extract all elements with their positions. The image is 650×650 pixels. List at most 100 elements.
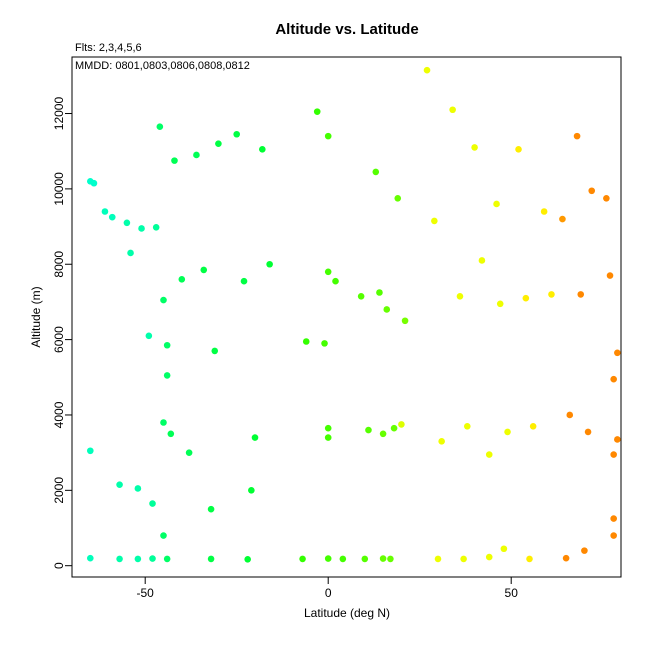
data-point [244,555,251,563]
data-point [394,195,402,202]
x-tick-label: -50 [137,586,155,600]
data-point [559,215,566,223]
data-point [423,66,431,74]
y-tick-label: 2000 [52,477,66,504]
data-point [134,485,142,492]
data-point [390,424,398,432]
y-axis: 0 2000 4000 6000 8000 10000 12000 [52,97,73,569]
data-point [248,487,255,494]
data-point [149,555,156,562]
data-point [163,341,171,349]
data-point [200,266,208,274]
data-point [434,555,442,563]
data-point [160,296,167,304]
data-point [138,225,145,232]
data-point [471,144,478,151]
data-point [566,411,574,419]
data-point [259,146,266,153]
data-point [193,151,200,159]
data-point [90,179,98,187]
data-point [357,292,365,300]
data-point [438,438,445,445]
data-point [302,338,310,345]
data-point [581,547,588,554]
y-tick-label: 0 [52,562,66,569]
data-point [496,300,504,308]
data-point [101,208,109,215]
data-points [87,66,621,563]
y-tick-label: 12000 [52,97,66,131]
y-tick-label: 8000 [52,251,66,278]
data-point [577,291,585,298]
data-point [134,555,142,563]
data-point [324,555,332,562]
chart-annotation: MMDD: 0801,0803,0806,0808,0812 [75,60,250,72]
data-point [324,268,332,276]
data-point [500,545,508,553]
data-point [324,434,332,441]
data-point [339,555,347,563]
data-point [401,317,409,325]
data-point [163,372,171,379]
data-point [266,260,273,268]
data-point [610,515,617,522]
plot-frame [71,56,622,578]
chart-title: Altitude vs. Latitude [275,21,418,38]
data-point [588,187,596,195]
x-tick-label: 50 [505,586,519,600]
data-point [313,108,321,115]
data-point [614,349,621,357]
data-point [116,555,123,563]
data-point [152,224,160,231]
y-axis-label: Altitude (m) [29,286,43,347]
data-point [160,532,167,539]
data-point [324,132,332,140]
data-point [522,294,530,302]
data-point [361,555,369,563]
data-point [456,292,464,300]
data-point [108,213,116,221]
data-point [485,553,493,561]
data-point [606,272,614,279]
data-point [215,140,222,147]
data-point [610,532,617,539]
data-point [178,276,186,283]
data-point [610,451,617,458]
data-point [573,132,581,140]
data-point [324,424,332,432]
data-point [127,249,134,257]
data-point [460,555,467,563]
data-point [207,555,215,563]
data-point [383,306,391,313]
data-point [603,195,610,202]
data-point [398,421,405,428]
data-point [504,428,511,436]
data-point [463,422,471,430]
data-point [526,555,533,563]
data-point [614,436,621,443]
data-point [145,332,153,340]
data-point [207,505,215,513]
data-point [160,419,167,426]
data-point [540,208,548,215]
data-point [515,146,522,153]
data-point [163,555,171,563]
data-point [116,481,123,488]
data-point [167,430,175,438]
data-point [171,157,178,164]
y-tick-label: 6000 [52,326,66,353]
data-point [185,449,193,456]
data-point [233,130,240,138]
data-point [548,291,555,298]
data-point [240,277,248,285]
data-point [299,555,306,563]
x-axis: -50 0 50 [137,576,519,600]
data-point [493,200,500,208]
data-point [449,106,456,114]
data-point [529,422,537,430]
y-tick-label: 10000 [52,172,66,206]
chart-subtitle: Flts: 2,3,4,5,6 [75,42,142,54]
data-point [87,447,94,455]
data-point [156,123,164,131]
